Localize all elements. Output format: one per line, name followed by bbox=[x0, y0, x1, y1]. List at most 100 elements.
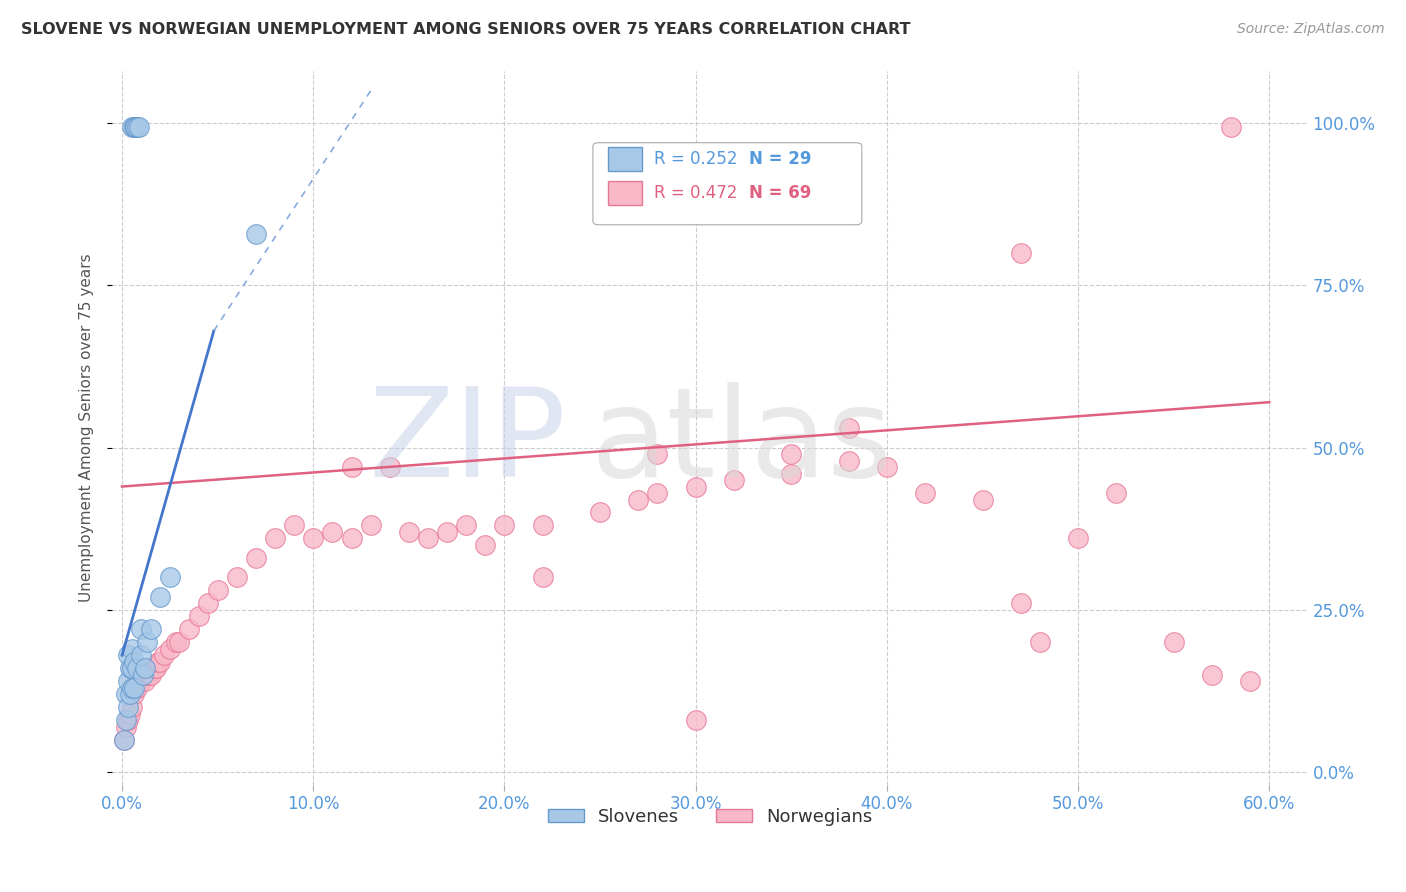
Point bbox=[159, 570, 181, 584]
Point bbox=[474, 538, 496, 552]
Point bbox=[129, 622, 152, 636]
Point bbox=[129, 648, 152, 663]
Point bbox=[142, 661, 165, 675]
Point bbox=[117, 713, 139, 727]
Point bbox=[118, 687, 141, 701]
Text: atlas: atlas bbox=[591, 382, 893, 503]
Point bbox=[121, 661, 143, 675]
Point bbox=[122, 681, 145, 695]
Text: Source: ZipAtlas.com: Source: ZipAtlas.com bbox=[1237, 22, 1385, 37]
Point bbox=[685, 479, 707, 493]
Point bbox=[340, 532, 363, 546]
Text: N = 29: N = 29 bbox=[749, 150, 813, 168]
Point bbox=[1010, 596, 1032, 610]
Point bbox=[685, 713, 707, 727]
Point bbox=[1239, 674, 1261, 689]
FancyBboxPatch shape bbox=[609, 147, 643, 171]
Point bbox=[165, 635, 187, 649]
Point bbox=[115, 687, 138, 701]
Point bbox=[876, 460, 898, 475]
Point bbox=[128, 674, 150, 689]
Point bbox=[225, 570, 247, 584]
Point bbox=[124, 120, 146, 134]
Point bbox=[838, 453, 860, 467]
Point bbox=[972, 492, 994, 507]
Point bbox=[127, 120, 149, 134]
Point bbox=[416, 532, 439, 546]
Point bbox=[340, 460, 363, 475]
Point bbox=[1029, 635, 1052, 649]
Point bbox=[153, 648, 176, 663]
Point bbox=[121, 641, 143, 656]
Point bbox=[283, 518, 305, 533]
Point bbox=[1220, 120, 1243, 134]
Point bbox=[1163, 635, 1185, 649]
Point bbox=[139, 667, 162, 681]
Point bbox=[264, 532, 287, 546]
Point bbox=[118, 706, 141, 721]
Point bbox=[149, 655, 172, 669]
Point bbox=[245, 227, 267, 241]
Point bbox=[914, 486, 936, 500]
Point bbox=[1067, 532, 1090, 546]
Point bbox=[112, 732, 135, 747]
Point bbox=[531, 570, 554, 584]
Point bbox=[627, 492, 650, 507]
Legend: Slovenes, Norwegians: Slovenes, Norwegians bbox=[540, 801, 880, 833]
Point bbox=[112, 732, 135, 747]
Point bbox=[723, 473, 745, 487]
Point bbox=[177, 622, 200, 636]
Point bbox=[149, 590, 172, 604]
Point bbox=[197, 596, 219, 610]
Point bbox=[122, 687, 145, 701]
Point bbox=[122, 120, 145, 134]
Point bbox=[780, 447, 803, 461]
Point bbox=[1010, 246, 1032, 260]
Point bbox=[302, 532, 325, 546]
Point bbox=[187, 609, 209, 624]
Point bbox=[134, 661, 156, 675]
Point bbox=[127, 681, 149, 695]
FancyBboxPatch shape bbox=[609, 180, 643, 205]
Point bbox=[531, 518, 554, 533]
Point bbox=[378, 460, 401, 475]
Point bbox=[647, 447, 669, 461]
Point bbox=[122, 655, 145, 669]
Point bbox=[494, 518, 516, 533]
Point bbox=[121, 700, 143, 714]
Point bbox=[360, 518, 382, 533]
Point bbox=[135, 667, 157, 681]
Point bbox=[132, 667, 155, 681]
Point bbox=[145, 661, 167, 675]
Point bbox=[207, 583, 229, 598]
Point bbox=[134, 674, 156, 689]
Point bbox=[129, 674, 152, 689]
Point bbox=[135, 635, 157, 649]
Y-axis label: Unemployment Among Seniors over 75 years: Unemployment Among Seniors over 75 years bbox=[79, 254, 94, 602]
Point bbox=[436, 524, 458, 539]
Point bbox=[117, 700, 139, 714]
Point bbox=[124, 120, 146, 134]
Point bbox=[138, 667, 160, 681]
Point bbox=[1105, 486, 1128, 500]
Text: SLOVENE VS NORWEGIAN UNEMPLOYMENT AMONG SENIORS OVER 75 YEARS CORRELATION CHART: SLOVENE VS NORWEGIAN UNEMPLOYMENT AMONG … bbox=[21, 22, 911, 37]
Point bbox=[124, 681, 146, 695]
Point bbox=[456, 518, 478, 533]
Point bbox=[321, 524, 343, 539]
Point bbox=[118, 661, 141, 675]
Point bbox=[115, 713, 138, 727]
Text: R = 0.252: R = 0.252 bbox=[654, 150, 737, 168]
Point bbox=[838, 421, 860, 435]
Point bbox=[115, 720, 138, 734]
FancyBboxPatch shape bbox=[593, 143, 862, 225]
Text: N = 69: N = 69 bbox=[749, 184, 811, 202]
Point bbox=[139, 622, 162, 636]
Point bbox=[121, 120, 143, 134]
Point bbox=[169, 635, 191, 649]
Point bbox=[398, 524, 420, 539]
Point bbox=[117, 674, 139, 689]
Point bbox=[148, 655, 170, 669]
Point bbox=[132, 667, 155, 681]
Point bbox=[647, 486, 669, 500]
Point bbox=[128, 120, 150, 134]
